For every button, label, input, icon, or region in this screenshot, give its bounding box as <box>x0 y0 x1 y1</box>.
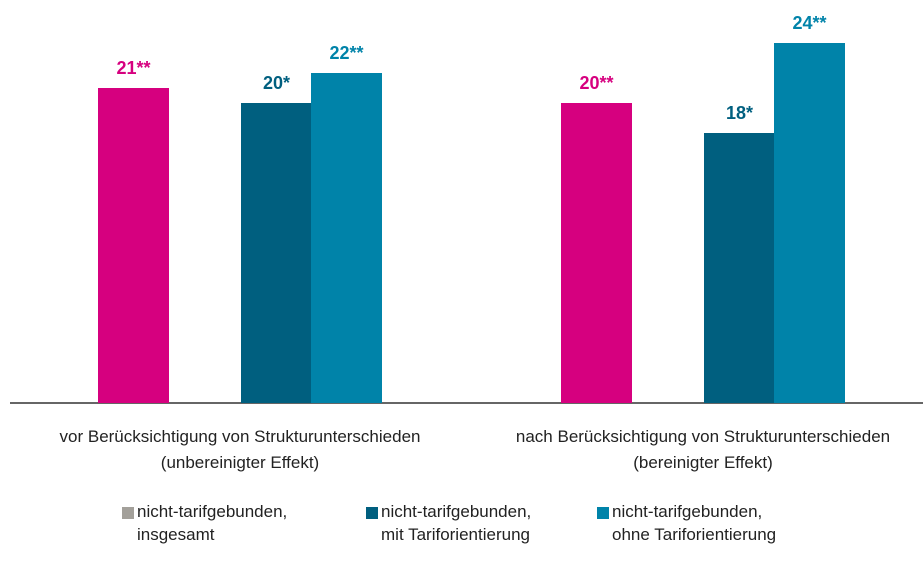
value-label: 24** <box>792 13 826 33</box>
legend-label: nicht-tarifgebunden, mit Tariforientieru… <box>381 502 532 544</box>
bar <box>311 73 382 403</box>
legend-swatch <box>597 507 609 519</box>
x-tick-label: vor Berücksichtigung von Strukturuntersc… <box>59 427 421 472</box>
value-label: 22** <box>329 43 363 63</box>
value-label: 20* <box>263 73 290 93</box>
bar <box>241 103 312 403</box>
legend-label: nicht-tarifgebunden, insgesamt <box>137 502 288 544</box>
bar <box>98 88 169 403</box>
x-tick-label: nach Berücksichtigung von Strukturunters… <box>515 427 891 472</box>
value-label: 20** <box>579 73 613 93</box>
bar <box>704 133 775 403</box>
value-label: 21** <box>116 58 150 78</box>
bar <box>774 43 845 403</box>
bar <box>561 103 632 403</box>
value-label: 18* <box>726 103 753 123</box>
legend-swatch <box>122 507 134 519</box>
legend-swatch <box>366 507 378 519</box>
legend-label: nicht-tarifgebunden, ohne Tariforientier… <box>612 502 777 544</box>
